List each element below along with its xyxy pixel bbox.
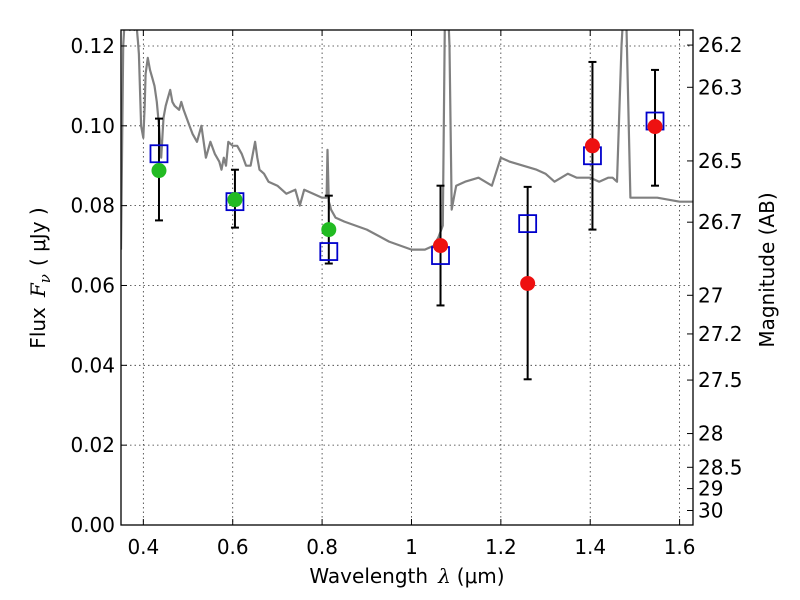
grid-lines <box>121 30 693 525</box>
y-tick-label: 0.12 <box>70 34 115 58</box>
x-tick-label: 0.4 <box>127 535 159 559</box>
template-spectrum-line <box>121 30 693 251</box>
x-axis-label-symbol: λ <box>437 564 451 588</box>
y-axis-label-unit: ( μJy ) <box>26 207 50 266</box>
observed-optical-point <box>321 222 337 238</box>
observed-point-layer <box>151 119 663 291</box>
y-tick-label: 0.08 <box>70 194 115 218</box>
y2-tick-label: 26.7 <box>698 210 743 234</box>
y-axis-label-subscript: ν <box>36 274 54 283</box>
y-axis-label-symbol: F <box>26 282 50 298</box>
x-axis-label-text: Wavelength <box>309 564 428 588</box>
y2-tick-label: 29 <box>698 477 723 501</box>
x-axis-label: Wavelength λ (μm) <box>309 564 504 588</box>
template-spectrum-layer <box>121 30 693 251</box>
tick-labels: 0.4 0.6 0.8 1 1.2 1.4 1.6 0.00 0.02 0.04 0.06 0.08 0… <box>70 33 742 559</box>
y-tick-label: 0.00 <box>70 513 115 537</box>
plot-background <box>121 30 693 525</box>
y-tick-label: 0.10 <box>70 114 115 138</box>
model-box-marker <box>518 214 538 234</box>
observed-nir-point <box>433 238 449 254</box>
x-tick-label: 1.4 <box>574 535 606 559</box>
y2-tick-label: 27.5 <box>698 368 743 392</box>
y2-axis-label: Magnitude (AB) <box>755 192 779 347</box>
axis-ticks <box>121 30 693 526</box>
observed-nir-point <box>520 275 536 291</box>
y-tick-label: 0.04 <box>70 353 115 377</box>
x-tick-label: 1.2 <box>485 535 517 559</box>
y2-tick-label: 26.5 <box>698 149 743 173</box>
observed-nir-point <box>584 138 600 154</box>
x-tick-label: 1.6 <box>664 535 696 559</box>
x-tick-label: 0.8 <box>306 535 338 559</box>
plot-frame <box>120 29 694 526</box>
x-tick-label: 0.6 <box>217 535 249 559</box>
observed-optical-point <box>151 163 167 179</box>
y2-tick-label: 26.2 <box>698 33 743 57</box>
y2-tick-label: 28 <box>698 422 723 446</box>
y2-tick-label: 27.2 <box>698 322 743 346</box>
y2-tick-label: 26.3 <box>698 75 743 99</box>
y2-tick-label: 30 <box>698 499 723 523</box>
y-axis-label-text: Flux <box>26 307 50 349</box>
y-tick-label: 0.06 <box>70 273 115 297</box>
x-axis-label-unit: (μm) <box>457 564 505 588</box>
x-tick-label: 1 <box>405 535 418 559</box>
observed-nir-point <box>647 119 663 135</box>
y2-tick-label: 28.5 <box>698 455 743 479</box>
y2-tick-label: 27 <box>698 283 723 307</box>
y-tick-label: 0.02 <box>70 433 115 457</box>
y-axis-label: Flux Fν ( μJy ) <box>26 207 54 348</box>
model-box-marker <box>149 144 169 164</box>
model-box-marker <box>319 242 339 261</box>
observed-optical-point <box>227 192 243 208</box>
